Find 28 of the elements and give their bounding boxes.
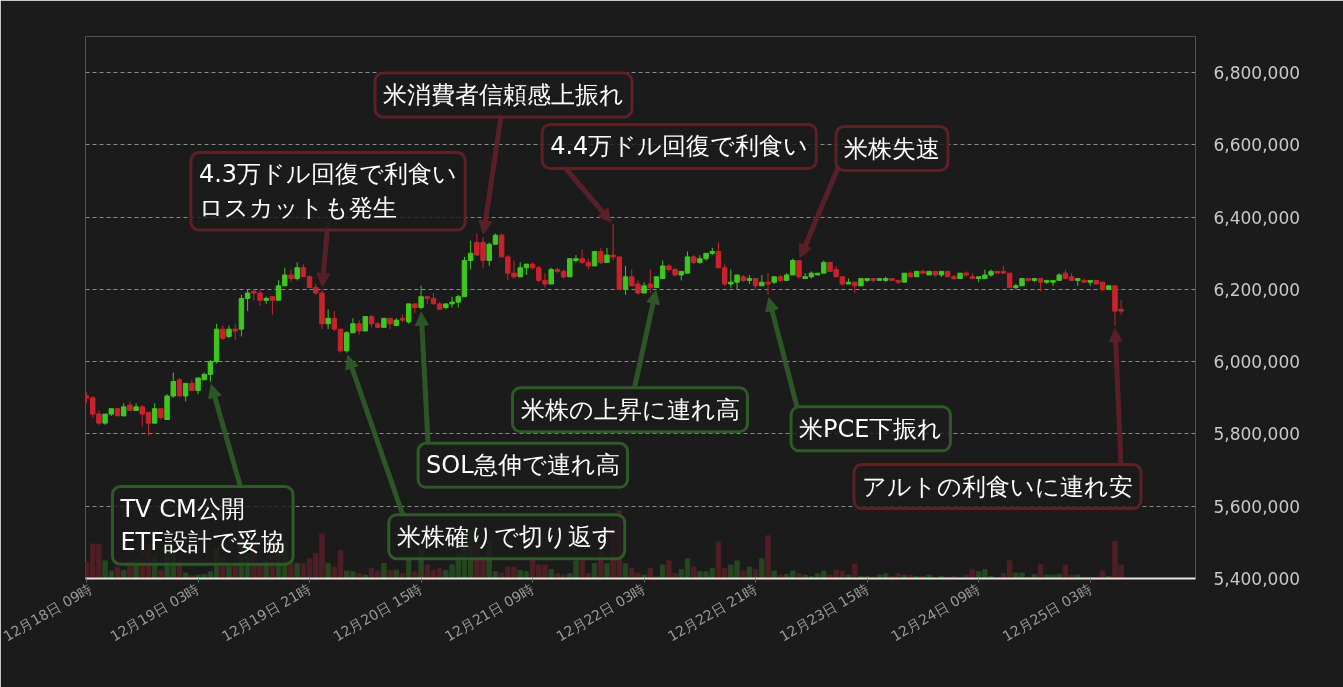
y-tick-label: 6,800,000 <box>1213 63 1301 84</box>
annotation: 米株確りで切り返す <box>396 522 617 551</box>
annotation: アルトの利食いに連れ安 <box>861 472 1133 501</box>
x-tick-label: 12月25日 03時 <box>999 580 1095 645</box>
y-tick-label: 6,000,000 <box>1213 352 1301 373</box>
annotation: 4.4万ドル回復で利食い <box>550 132 809 161</box>
y-tick-label: 6,600,000 <box>1213 135 1301 156</box>
annotation: TV CM公開ETF設計で妥協 <box>119 494 286 557</box>
annotation: 米株の上昇に連れ高 <box>520 395 740 424</box>
annotation: 米消費者信頼感上振れ <box>383 81 625 110</box>
x-tick-label: 12月21日 09時 <box>442 580 537 645</box>
annotation: 4.3万ドル回復で利食いロスカットも発生 <box>198 160 458 223</box>
y-tick-label: 5,800,000 <box>1213 424 1301 445</box>
x-tick-label: 12月20日 15時 <box>330 580 426 645</box>
annotation: SOL急伸で連れ高 <box>426 451 620 480</box>
y-tick-label: 5,400,000 <box>1213 569 1301 589</box>
x-tick-label: 12月18日 09時 <box>0 580 96 645</box>
x-tick-label: 12月22日 21時 <box>665 580 760 645</box>
annotation: 米PCE下振れ <box>799 414 943 443</box>
x-tick-label: 12月19日 03時 <box>107 580 203 645</box>
y-tick-label: 5,600,000 <box>1213 496 1301 517</box>
x-tick-label: 12月22日 03時 <box>553 580 649 645</box>
y-tick-label: 6,200,000 <box>1213 279 1301 300</box>
x-tick-label: 12月24日 09時 <box>888 580 983 645</box>
annotation: 米株失速 <box>844 134 940 163</box>
y-tick-label: 6,400,000 <box>1213 207 1301 228</box>
x-tick-label: 12月23日 15時 <box>776 580 872 645</box>
x-tick-label: 12月19日 21時 <box>219 580 314 645</box>
